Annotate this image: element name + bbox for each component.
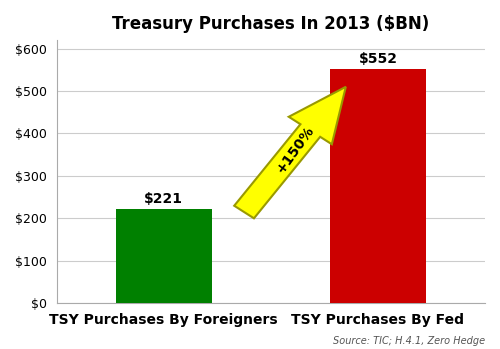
Text: Source: TIC; H.4.1, Zero Hedge: Source: TIC; H.4.1, Zero Hedge — [333, 335, 485, 346]
Text: +150%: +150% — [274, 123, 316, 176]
Text: $221: $221 — [144, 192, 184, 206]
Title: Treasury Purchases In 2013 ($BN): Treasury Purchases In 2013 ($BN) — [112, 15, 430, 33]
Bar — [330, 69, 426, 303]
Polygon shape — [234, 87, 346, 218]
Text: $552: $552 — [358, 52, 398, 66]
Bar — [116, 209, 212, 303]
